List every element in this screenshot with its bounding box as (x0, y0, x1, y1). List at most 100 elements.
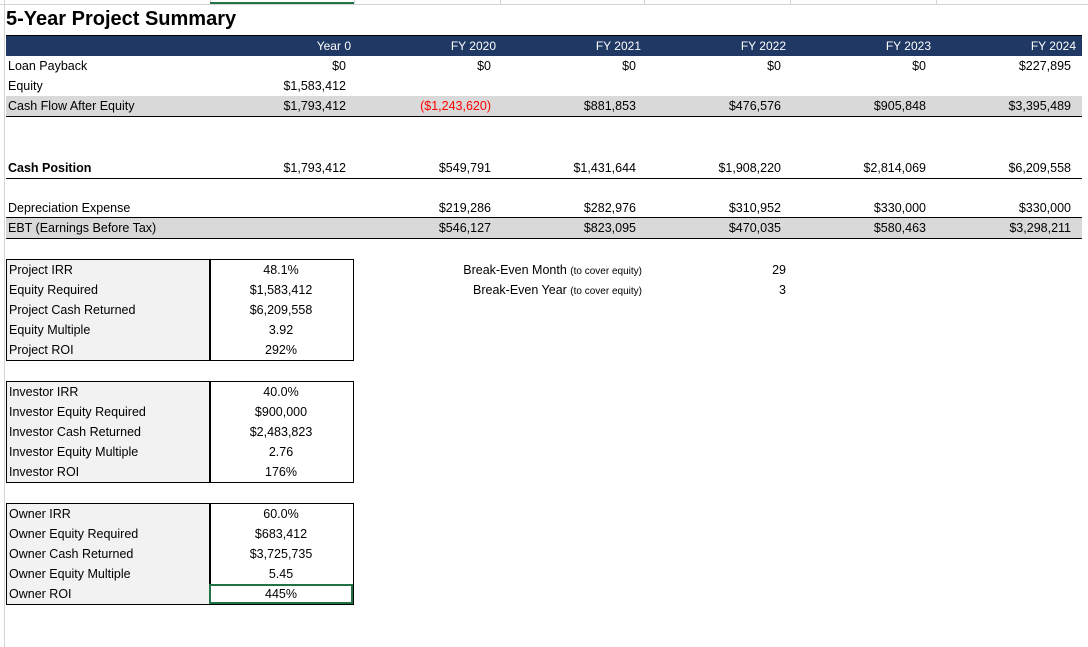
metric-label[interactable]: Equity Multiple (7, 320, 211, 340)
metric-row: Investor Cash Returned $2,483,823 (7, 422, 353, 442)
cell-value[interactable]: $881,853 (583, 99, 636, 113)
owner-metrics-box: Owner IRR 60.0% Owner Equity Required $683… (6, 503, 354, 605)
row-cash-flow-after-equity: Cash Flow After Equity $1,793,412 ($1,24… (6, 96, 1082, 117)
cell-value[interactable]: $2,814,069 (863, 161, 926, 175)
metric-label[interactable]: Project Cash Returned (7, 300, 211, 320)
cell-value[interactable]: $227,895 (1018, 59, 1071, 73)
cell-value[interactable]: $3,395,489 (1008, 99, 1071, 113)
metric-label[interactable]: Owner Cash Returned (7, 544, 211, 564)
metric-value[interactable]: $900,000 (254, 405, 308, 419)
metric-value[interactable]: 5.45 (268, 567, 294, 581)
metric-value[interactable]: 292% (265, 343, 297, 357)
metric-label[interactable]: Owner ROI (7, 584, 211, 604)
metric-row: Equity Multiple 3.92 (7, 320, 353, 340)
cell-value[interactable]: $549,791 (438, 161, 491, 175)
metric-row: Owner IRR 60.0% (7, 504, 353, 524)
cell-value[interactable]: $0 (332, 59, 346, 73)
metric-row: Owner Cash Returned $3,725,735 (7, 544, 353, 564)
cell-value-negative[interactable]: ($1,243,620) (420, 99, 491, 113)
break-even-month-text: Break-Even Month (463, 263, 567, 277)
metric-label[interactable]: Owner Equity Required (7, 524, 211, 544)
cell-value[interactable]: $1,583,412 (283, 79, 346, 93)
cell-value[interactable]: $0 (477, 59, 491, 73)
row-label[interactable]: Cash Position (8, 161, 92, 175)
metric-value[interactable]: 60.0% (263, 507, 299, 521)
metric-label[interactable]: Investor ROI (7, 462, 211, 482)
row-label[interactable]: Depreciation Expense (8, 201, 131, 215)
metric-value[interactable]: 2.76 (268, 445, 294, 459)
cell-value[interactable]: $476,576 (728, 99, 781, 113)
selected-column-indicator (210, 2, 354, 4)
metric-value[interactable]: $1,583,412 (249, 283, 313, 297)
cell-value[interactable]: $0 (912, 59, 926, 73)
metric-label[interactable]: Project ROI (7, 340, 211, 360)
row-grid-edge (4, 0, 5, 647)
metric-value[interactable]: 48.1% (263, 263, 299, 277)
cell-value[interactable]: $0 (767, 59, 781, 73)
cell-value[interactable]: $905,848 (873, 99, 926, 113)
cell-value[interactable]: $6,209,558 (1008, 161, 1071, 175)
metric-value[interactable]: $683,412 (254, 527, 308, 541)
cell-value[interactable]: $823,095 (583, 221, 636, 235)
header-fy2023[interactable]: FY 2023 (885, 39, 931, 53)
header-fy2021[interactable]: FY 2021 (595, 39, 641, 53)
metric-value[interactable]: 176% (265, 465, 297, 479)
metric-label[interactable]: Investor IRR (7, 382, 211, 402)
header-year0[interactable]: Year 0 (316, 39, 351, 53)
header-fy2022[interactable]: FY 2022 (740, 39, 786, 53)
metric-row: Investor Equity Required $900,000 (7, 402, 353, 422)
row-depreciation-expense: Depreciation Expense $219,286 $282,976 $… (6, 198, 1082, 218)
metric-row: Investor Equity Multiple 2.76 (7, 442, 353, 462)
cell-value[interactable]: $1,793,412 (283, 161, 346, 175)
metric-label[interactable]: Investor Equity Required (7, 402, 211, 422)
break-even-month-label[interactable]: Break-Even Month (to cover equity) (463, 263, 642, 277)
metric-row: Project IRR 48.1% (7, 260, 353, 280)
break-even-year-value[interactable]: 3 (779, 283, 786, 297)
metric-value-selected-cell[interactable]: 445% (209, 584, 353, 604)
cell-value[interactable]: $310,952 (728, 201, 781, 215)
cell-value[interactable]: $470,035 (728, 221, 781, 235)
metric-label[interactable]: Owner IRR (7, 504, 211, 524)
metric-value[interactable]: $6,209,558 (249, 303, 313, 317)
metric-value[interactable]: $2,483,823 (249, 425, 313, 439)
metric-label[interactable]: Owner Equity Multiple (7, 564, 211, 584)
break-even-year-text: Break-Even Year (473, 283, 567, 297)
cell-value[interactable]: $219,286 (438, 201, 491, 215)
metric-label[interactable]: Investor Cash Returned (7, 422, 211, 442)
sheet-title[interactable]: 5-Year Project Summary (6, 8, 237, 30)
cell-value[interactable]: $580,463 (873, 221, 926, 235)
cell-value[interactable]: $1,908,220 (718, 161, 781, 175)
cell-value[interactable]: $3,298,211 (1009, 221, 1071, 235)
break-even-month-value[interactable]: 29 (772, 263, 786, 277)
metric-label[interactable]: Project IRR (7, 260, 211, 280)
cell-value[interactable]: $282,976 (583, 201, 636, 215)
metric-row: Owner Equity Required $683,412 (7, 524, 353, 544)
cell-value[interactable]: $330,000 (1018, 201, 1071, 215)
row-loan-payback: Loan Payback $0 $0 $0 $0 $0 $227,895 (6, 56, 1082, 76)
metric-row: Owner Equity Multiple 5.45 (7, 564, 353, 584)
metric-value[interactable]: 40.0% (263, 385, 299, 399)
row-label[interactable]: Equity (8, 79, 43, 93)
header-fy2024[interactable]: FY 2024 (1030, 39, 1076, 53)
break-even-year-label[interactable]: Break-Even Year (to cover equity) (473, 283, 642, 297)
cell-value[interactable]: $546,127 (438, 221, 491, 235)
cell-value[interactable]: $330,000 (873, 201, 926, 215)
cell-value[interactable]: $1,793,412 (283, 99, 346, 113)
metric-value[interactable]: 3.92 (268, 323, 294, 337)
metric-label[interactable]: Equity Required (7, 280, 211, 300)
break-even-block: Break-Even Month (to cover equity) 29 Br… (400, 263, 800, 303)
cell-value[interactable]: $0 (622, 59, 636, 73)
header-fy2020[interactable]: FY 2020 (450, 39, 496, 53)
year-header-row: Year 0 FY 2020 FY 2021 FY 2022 FY 2023 F… (6, 35, 1082, 56)
metric-value[interactable]: $3,725,735 (249, 547, 313, 561)
row-label[interactable]: Cash Flow After Equity (8, 99, 135, 113)
grid-line (936, 0, 937, 4)
row-cash-position: Cash Position $1,793,412 $549,791 $1,431… (6, 158, 1082, 179)
investor-metrics-box: Investor IRR 40.0% Investor Equity Requir… (6, 381, 354, 483)
row-label[interactable]: EBT (Earnings Before Tax) (8, 221, 157, 235)
metric-label[interactable]: Investor Equity Multiple (7, 442, 211, 462)
metric-row: Owner ROI 445% (7, 584, 353, 604)
row-label[interactable]: Loan Payback (8, 59, 88, 73)
cell-value[interactable]: $1,431,644 (573, 161, 636, 175)
break-even-year-note: (to cover equity) (570, 286, 642, 297)
